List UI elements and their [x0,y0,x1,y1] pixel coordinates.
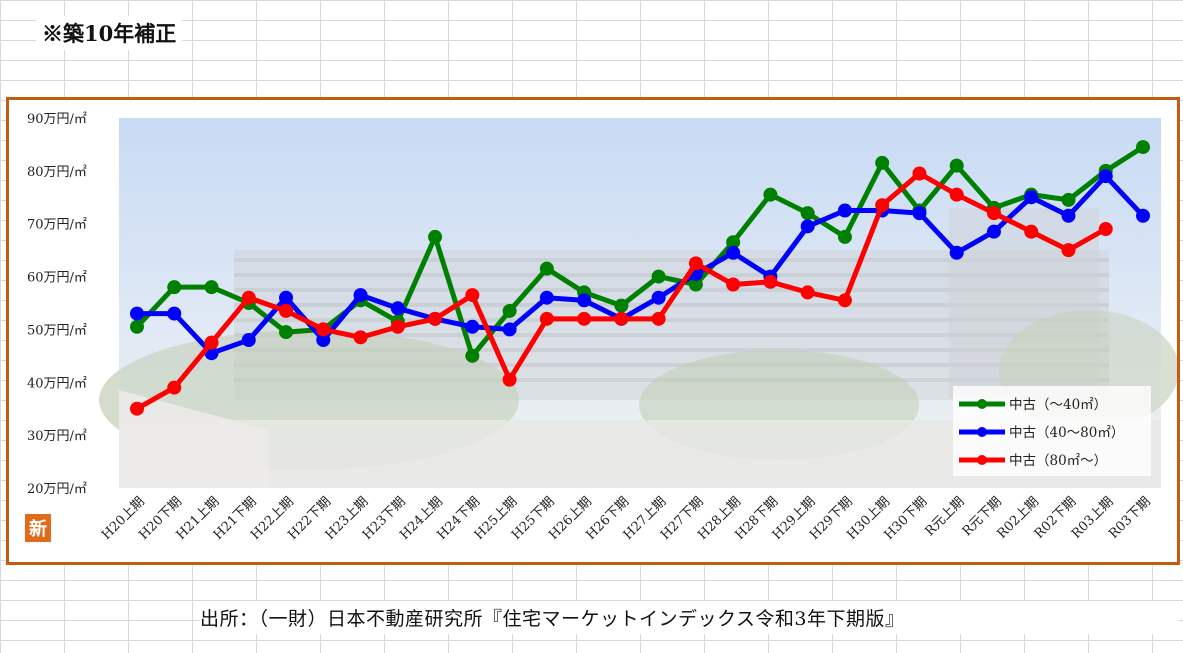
data-point [1098,222,1113,236]
source-caption: 出所：（一財）日本不動産研究所『住宅マーケットインデックス令和3年下期版』 [200,601,1178,634]
data-point [465,348,480,363]
data-point [837,229,852,244]
data-point [1024,224,1039,239]
data-point [502,303,517,318]
data-point [614,298,629,313]
data-point [688,256,703,271]
data-point [763,274,778,289]
legend-marker [977,427,987,437]
data-point [875,155,890,170]
data-point [316,322,331,337]
x-tick-label: R元上期 [922,494,967,539]
data-point [614,311,629,326]
data-point [204,335,219,350]
legend: 中古（～40㎡） 中古（40～80㎡） 中古（80㎡～） [953,386,1151,476]
data-point [800,206,815,221]
data-point [1061,243,1076,258]
new-badge-icon: 新 [25,514,51,542]
data-point [539,290,554,305]
y-tick-label: 50万円/㎡ [27,323,87,338]
data-point [130,401,144,416]
data-point [837,203,852,218]
data-point [986,206,1001,221]
data-point [502,372,517,387]
y-tick-label: 70万円/㎡ [27,218,87,233]
data-point [279,303,294,318]
data-point [167,380,182,395]
data-point [241,333,256,347]
data-point [875,198,890,213]
legend-label: 中古（40～80㎡） [1009,425,1124,441]
data-point [577,293,592,308]
series-line [135,144,1145,359]
data-point [837,293,852,308]
data-point [130,306,144,321]
line-chart: 90万円/㎡ 80万円/㎡ 70万円/㎡ 60万円/㎡ 50万円/㎡ 40万円/㎡ 30万円… [27,112,1177,543]
data-point [949,245,964,260]
data-point [167,306,182,321]
x-tick-label: R03下期 [1106,494,1154,542]
data-point [316,333,331,347]
data-point [651,290,666,305]
y-axis: 90万円/㎡ 80万円/㎡ 70万円/㎡ 60万円/㎡ 50万円/㎡ 40万円/㎡ 30万円… [27,112,87,497]
data-point [651,269,666,284]
y-tick-label: 20万円/㎡ [27,482,87,497]
y-tick-label: 90万円/㎡ [27,112,87,127]
series-lines [130,140,1150,416]
data-point [390,319,405,334]
data-point [1061,208,1076,223]
data-point [949,187,964,202]
data-point [1024,190,1039,205]
data-point [577,311,592,326]
data-point [726,235,741,250]
data-point [167,280,182,295]
data-point [353,330,368,345]
legend-label: 中古（80㎡～） [1009,453,1107,469]
data-point [1061,192,1076,207]
data-point [539,311,554,326]
data-point [1098,169,1113,184]
data-point [688,277,703,292]
data-point [763,187,778,202]
y-tick-label: 30万円/㎡ [27,429,87,444]
legend-marker [977,399,987,409]
data-point [279,290,294,305]
legend-marker [977,455,987,465]
data-point [279,325,294,340]
data-point [800,219,815,234]
data-point [428,229,443,244]
chart-frame: 90万円/㎡ 80万円/㎡ 70万円/㎡ 60万円/㎡ 50万円/㎡ 40万円/㎡ 30万円… [6,97,1180,565]
data-point [986,224,1001,239]
data-point [949,158,964,173]
series-3 [130,166,1113,416]
data-point [241,290,256,305]
data-point [465,288,480,303]
data-point [726,245,741,260]
data-point [912,206,927,221]
data-point [353,288,368,303]
data-point [1136,208,1150,223]
y-tick-label: 80万円/㎡ [27,165,87,180]
x-axis: H20上期H20下期H21上期H21下期H22上期H22下期H23上期H23下期… [99,494,1154,543]
y-tick-label: 60万円/㎡ [27,271,87,286]
data-point [651,311,666,326]
chart-note: ※築10年補正 [36,16,183,50]
data-point [465,319,480,334]
data-point [1136,140,1150,155]
data-point [800,285,815,300]
data-point [726,277,741,292]
data-point [130,319,144,334]
data-point [390,301,405,316]
data-point [502,322,517,337]
y-tick-label: 40万円/㎡ [27,376,87,391]
data-point [539,261,554,276]
data-point [204,280,219,295]
legend-label: 中古（～40㎡） [1009,397,1107,413]
data-point [912,166,927,181]
data-point [428,311,443,326]
